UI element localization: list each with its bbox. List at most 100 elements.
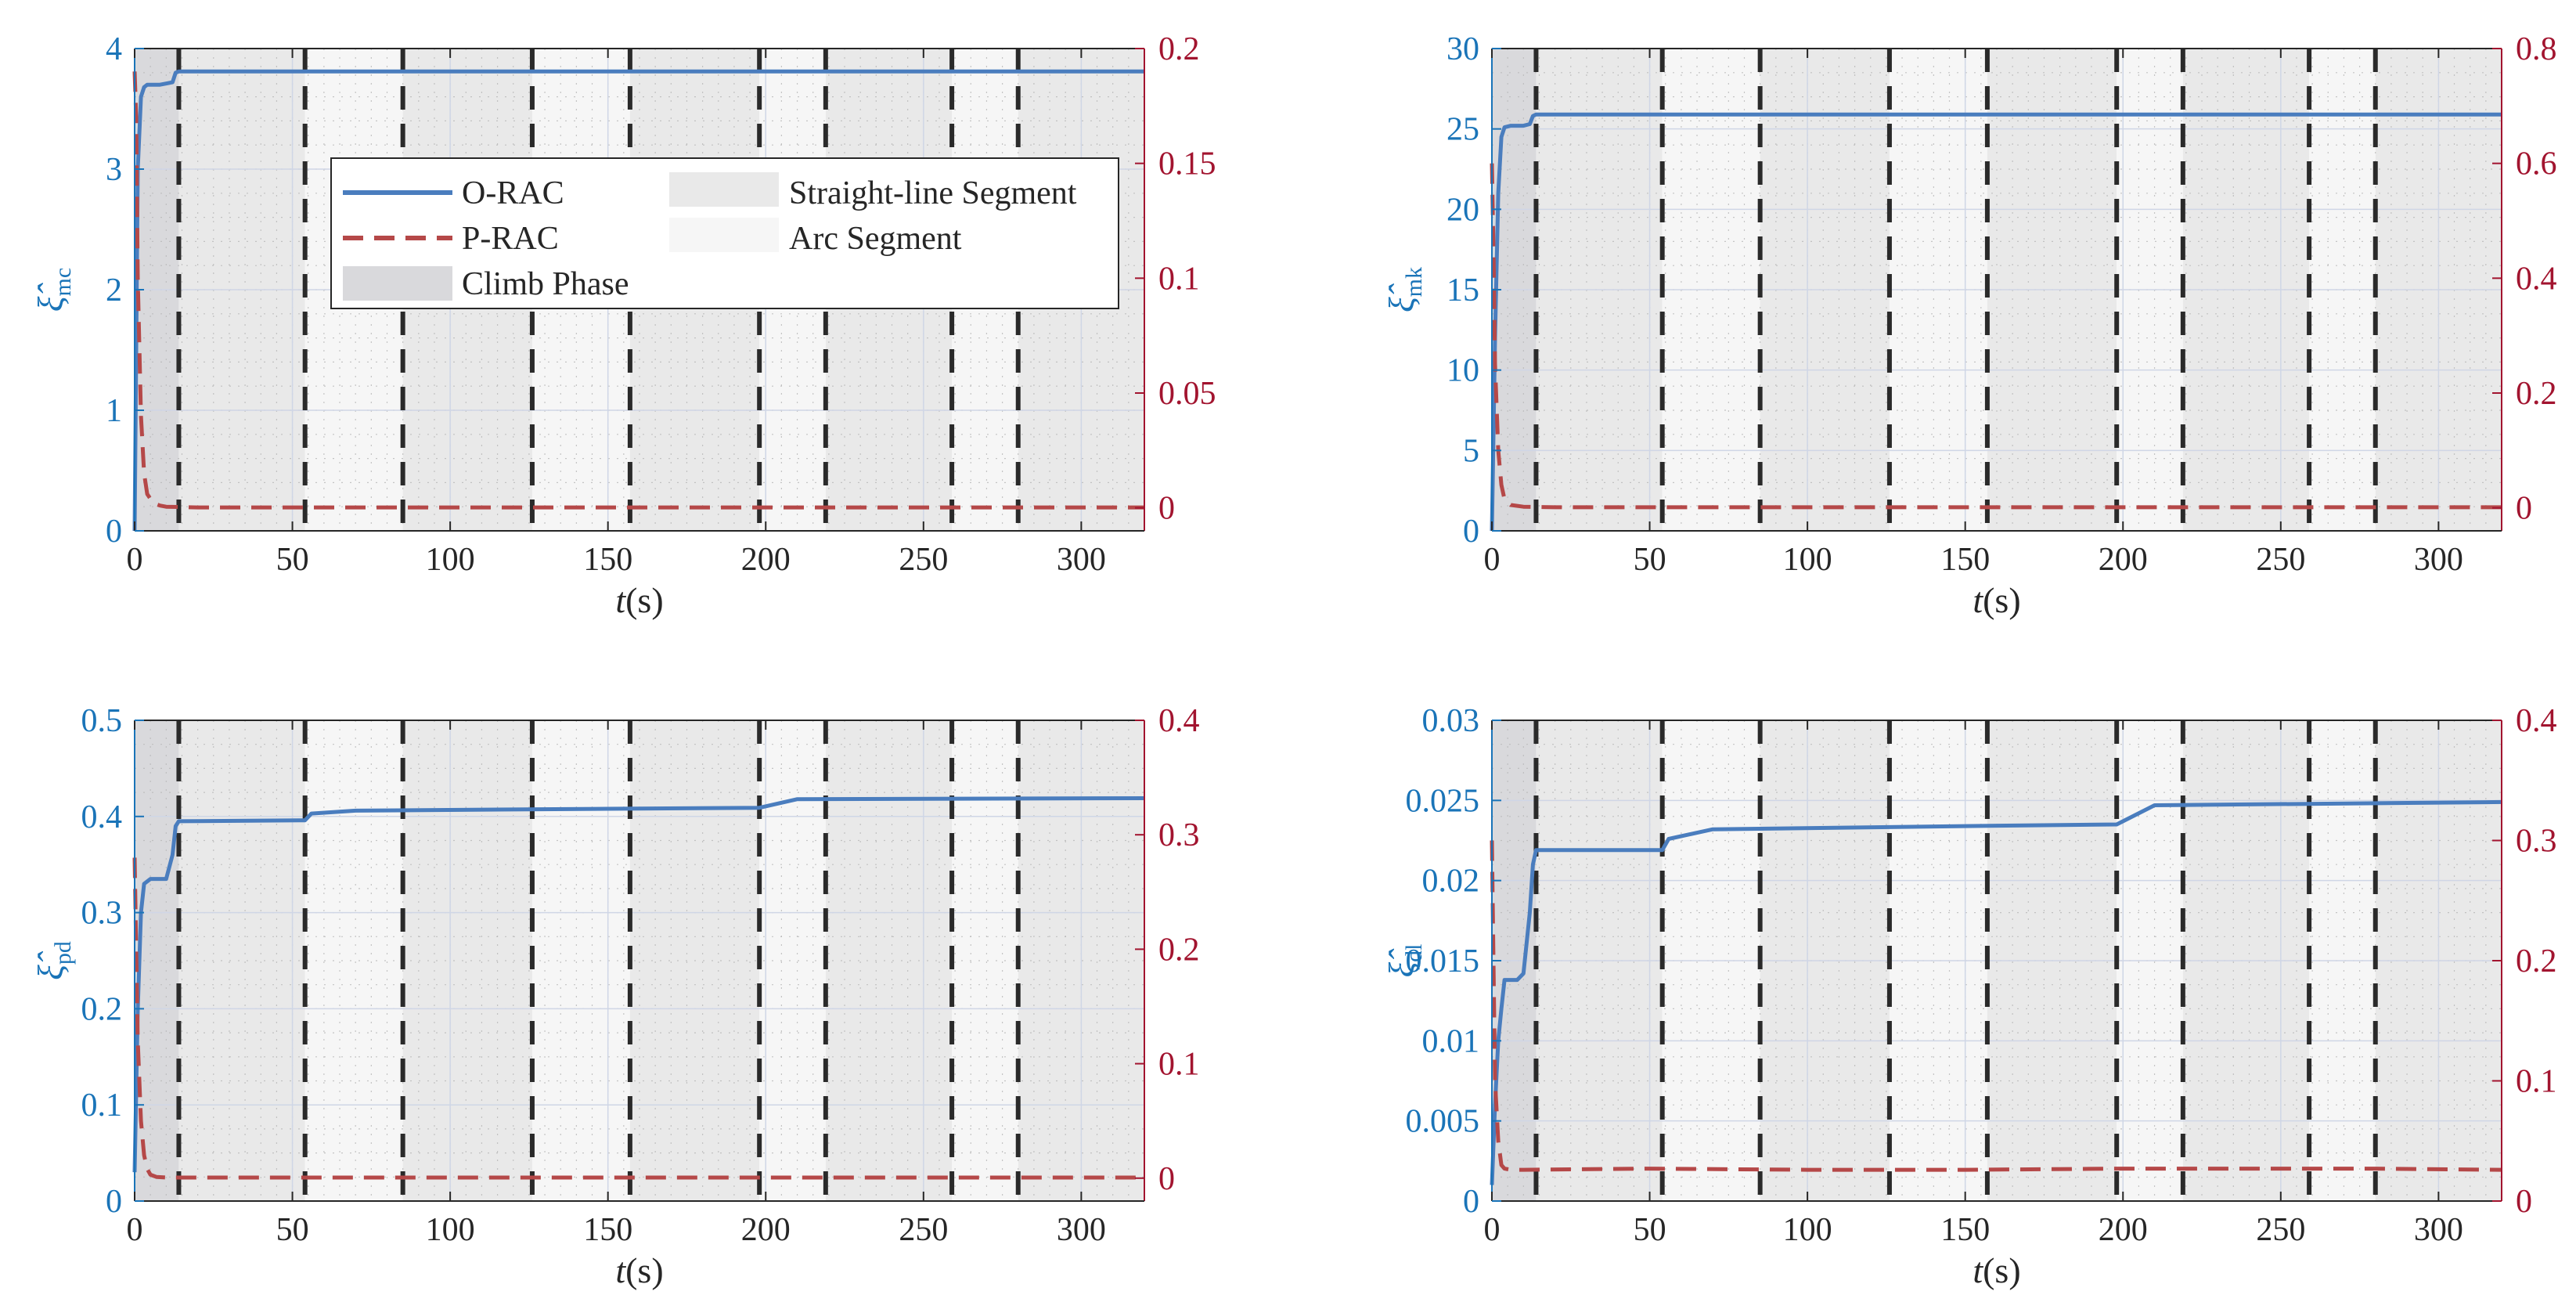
- x-tick-label: 150: [583, 542, 632, 578]
- y-right-tick-label: 0.3: [1158, 817, 1200, 853]
- y-right-tick-label: 0.2: [2516, 376, 2557, 412]
- y-left-tick-label: 0.005: [1406, 1104, 1480, 1140]
- x-tick-label: 300: [1057, 542, 1106, 578]
- y-right-tick-label: 0.1: [2516, 1064, 2557, 1100]
- y-axis-label: ξ̂pd: [31, 941, 76, 980]
- x-tick-label: 300: [2414, 542, 2463, 578]
- x-tick-label: 150: [1940, 542, 1990, 578]
- x-tick-label: 150: [583, 1212, 632, 1248]
- straight-segment-band: [825, 720, 953, 1201]
- y-axis-label-subscript: mk: [1401, 267, 1427, 297]
- x-tick-label: 200: [2099, 542, 2148, 578]
- y-right-tick-label: 0.4: [2516, 261, 2557, 297]
- series-p-rac: [1490, 163, 2502, 510]
- y-right-tick-label: 0.3: [2516, 824, 2557, 860]
- x-tick-label: 300: [2414, 1212, 2463, 1248]
- x-tick-label: 0: [1484, 542, 1501, 578]
- chart-panel-top-right: 0 50 100 150 200 250 30005101520253000.20.40.6…: [1382, 31, 2557, 620]
- y-axis-label: ξ̂dl: [1382, 943, 1427, 977]
- x-tick-label: 100: [426, 1212, 475, 1248]
- y-right-tick-label: 0.2: [1158, 932, 1200, 968]
- y-left-tick-label: 0.03: [1422, 703, 1480, 739]
- x-tick-label: 250: [2256, 1212, 2305, 1248]
- x-axis-label-unit: (s): [1983, 1250, 2021, 1290]
- legend-label-p-rac: P-RAC: [462, 221, 559, 257]
- y-axis-label-subscript: pd: [50, 941, 76, 965]
- y-right-tick-label: 0.8: [2516, 31, 2557, 67]
- y-right-tick-label: 0: [2516, 491, 2532, 527]
- series-o-rac: [132, 69, 1144, 532]
- y-right-tick-label: 0.1: [1158, 261, 1200, 297]
- legend-label-arc: Arc Segment: [789, 221, 962, 257]
- x-tick-label: 200: [741, 542, 791, 578]
- y-right-tick-label: 0.05: [1158, 376, 1216, 412]
- legend-label-climb: Climb Phase: [462, 266, 629, 302]
- x-axis-label-var: t: [615, 1250, 626, 1290]
- x-tick-label: 50: [1634, 542, 1666, 578]
- legend: O-RAC P-RAC Climb Phase Straight-line Segme…: [330, 157, 1119, 309]
- x-tick-label: 50: [276, 542, 309, 578]
- x-axis-label-unit: (s): [1983, 580, 2021, 620]
- y-axis-label: ξ̂mk: [1382, 267, 1427, 312]
- x-axis-label: t(s): [1973, 580, 2020, 620]
- y-right-tick-label: 0.2: [1158, 31, 1200, 67]
- y-right-tick-label: 0.1: [1158, 1047, 1200, 1083]
- y-left-tick-label: 0: [106, 514, 122, 550]
- legend-label-o-rac: O-RAC: [462, 175, 564, 211]
- y-left-tick-label: 10: [1447, 353, 1479, 389]
- x-tick-label: 200: [741, 1212, 791, 1248]
- series-o-rac: [132, 796, 1145, 1173]
- series-p-rac: [1490, 840, 2502, 1172]
- y-left-tick-label: 0.1: [81, 1088, 123, 1124]
- series-o-rac: [1490, 112, 2502, 532]
- y-right-tick-label: 0.15: [1158, 146, 1216, 182]
- y-right-tick-label: 0: [1158, 491, 1175, 527]
- series-p-rac: [132, 71, 1144, 510]
- x-tick-label: 250: [2256, 542, 2305, 578]
- y-left-tick-label: 1: [106, 393, 122, 429]
- arc-segment-band: [531, 720, 630, 1201]
- straight-segment-band: [402, 720, 532, 1201]
- legend-swatch-arc: [669, 218, 779, 252]
- y-left-tick-label: 25: [1447, 112, 1479, 148]
- x-tick-label: 300: [1057, 1212, 1106, 1248]
- y-left-tick-label: 20: [1447, 192, 1479, 228]
- chart-panel-bottom-right: 0 50 100 150 200 250 300 0 0.005 0.01 0.015 0.02 0.0…: [1382, 703, 2557, 1290]
- y-left-tick-label: 0: [1463, 1184, 1479, 1220]
- y-left-tick-label: 0.025: [1406, 783, 1480, 819]
- y-left-tick-label: 4: [106, 31, 122, 67]
- y-left-tick-label: 0.2: [81, 991, 123, 1027]
- y-left-tick-label: 15: [1447, 272, 1479, 308]
- panels: 0 50 100 150 200 250 3000123400.050.10.150.2t(…: [31, 31, 2557, 1290]
- y-axis-label: ξ̂mc: [31, 268, 76, 312]
- y-right-tick-label: 0.4: [2516, 703, 2557, 739]
- y-left-tick-label: 0.02: [1422, 864, 1480, 900]
- x-tick-label: 100: [1783, 1212, 1832, 1248]
- y-left-tick-label: 0.4: [81, 799, 123, 835]
- y-right-tick-label: 0.6: [2516, 146, 2557, 182]
- x-tick-label: 50: [1634, 1212, 1666, 1248]
- x-axis-label: t(s): [615, 1250, 663, 1290]
- x-tick-label: 50: [276, 1212, 309, 1248]
- y-left-tick-label: 0: [1463, 514, 1479, 550]
- x-axis-label-unit: (s): [625, 580, 664, 620]
- y-axis-label-subscript: mc: [50, 268, 76, 297]
- x-tick-label: 100: [426, 542, 475, 578]
- x-axis-label-var: t: [1973, 580, 1983, 620]
- y-left-tick-label: 30: [1447, 31, 1479, 67]
- x-axis-label-var: t: [1973, 1250, 1983, 1290]
- y-axis-label-subscript: dl: [1401, 943, 1427, 961]
- series-p-rac: [132, 857, 1144, 1180]
- straight-segment-band: [178, 720, 305, 1201]
- y-left-tick-label: 0: [106, 1184, 122, 1220]
- chart-panel-top-left: 0 50 100 150 200 250 300 0 1 2 3 4 0 0.05 0.1 0.15 0.2 t(…: [31, 31, 1216, 620]
- y-right-tick-label: 0: [2516, 1184, 2532, 1220]
- y-left-tick-label: 0.01: [1422, 1023, 1480, 1059]
- x-tick-label: 150: [1940, 1212, 1990, 1248]
- x-tick-label: 0: [127, 1212, 143, 1248]
- x-axis-label-unit: (s): [625, 1250, 664, 1290]
- y-left-tick-label: 2: [106, 272, 122, 308]
- x-tick-label: 0: [127, 542, 143, 578]
- legend-label-straight: Straight-line Segment: [789, 175, 1077, 211]
